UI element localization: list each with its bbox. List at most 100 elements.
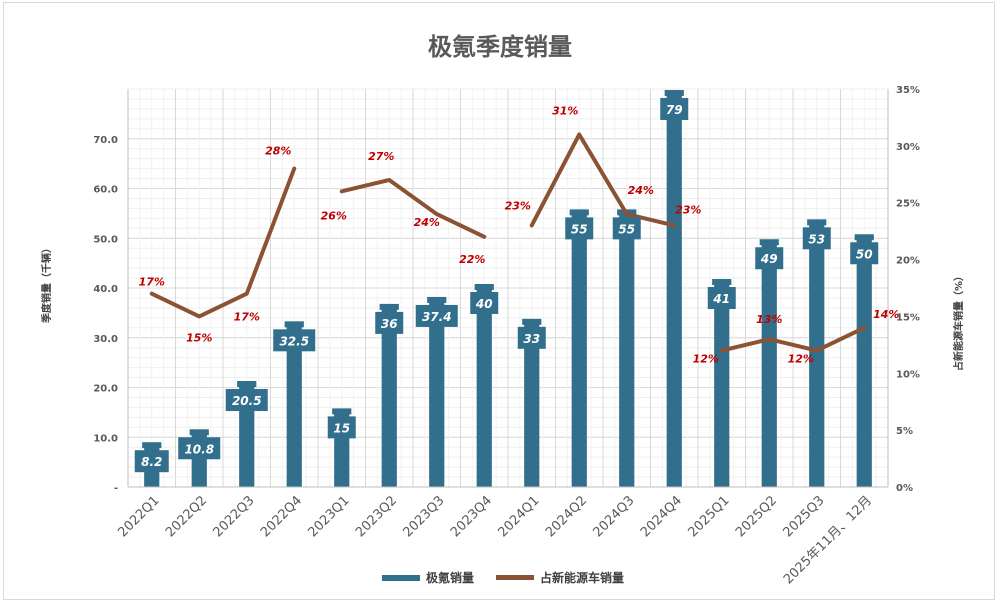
bar-label-box (415, 304, 458, 327)
x-tick-label: 2022Q1 (115, 493, 162, 540)
y-tick-label-right: 10% (896, 369, 920, 380)
x-tick-label: 2023Q4 (448, 493, 495, 540)
legend: 极氪销量 占新能源车销量 (382, 570, 624, 585)
bar (666, 93, 682, 487)
y-tick-label-left: 50.0 (93, 234, 118, 245)
bar (856, 238, 872, 487)
bar-value-label: 10.8 (184, 442, 214, 456)
x-tick-label: 2022Q3 (210, 493, 257, 540)
x-tick-label: 2023Q3 (400, 493, 447, 540)
x-tick-label: 2024Q4 (638, 493, 685, 540)
bar-value-label: 37.4 (422, 310, 452, 324)
x-tick-label: 2025年11月、12月 (781, 493, 875, 587)
y-tick-label-left: 40.0 (93, 284, 118, 295)
y-tick-label-right: 25% (896, 199, 920, 210)
y-tick-label-right: 0% (896, 483, 913, 494)
bar-label-box (178, 437, 221, 460)
line-segment (719, 325, 867, 353)
bar-cap (712, 279, 732, 286)
bar-cap (142, 442, 162, 449)
bar-label-box (225, 389, 268, 412)
x-tick-label: 2024Q3 (590, 493, 637, 540)
bar (429, 300, 445, 487)
x-tick-label: 2022Q2 (163, 493, 210, 540)
bar-cap (664, 89, 684, 96)
bar-cap (854, 234, 874, 241)
bar (476, 288, 492, 487)
legend-label-bar: 极氪销量 (426, 570, 474, 585)
y-tick-label-right: 30% (896, 142, 920, 153)
bar-cap (759, 239, 779, 246)
bar-value-label: 41 (712, 292, 730, 306)
line-value-label: 26% (321, 209, 347, 222)
bar-value-label: 55 (571, 222, 588, 236)
line-segment (339, 177, 487, 239)
bar-value-label: 40 (475, 297, 493, 311)
bar (619, 213, 635, 487)
bar-label-box (273, 329, 316, 352)
bar-cap (522, 318, 542, 325)
line-value-label: 23% (505, 199, 531, 212)
bar-cap (427, 296, 447, 303)
line-value-label: 12% (788, 353, 814, 366)
line-value-label: 15% (186, 331, 212, 344)
bar-cap (189, 429, 209, 436)
line-value-label: 24% (628, 184, 654, 197)
x-tick-label: 2025Q1 (685, 493, 732, 540)
bar (286, 325, 302, 487)
line-value-label: 14% (873, 308, 899, 321)
y-tick-label-left: 10.0 (93, 433, 118, 444)
bar-label-box (755, 247, 784, 270)
bar-label-box (802, 227, 831, 250)
line-value-label: 17% (139, 276, 165, 289)
bar-value-label: 53 (808, 232, 825, 246)
bar-value-label: 36 (381, 317, 398, 331)
bar-value-label: 20.5 (232, 394, 262, 408)
bar-value-label: 49 (760, 252, 778, 266)
line-value-label: 24% (414, 216, 440, 229)
bar-value-label: 79 (666, 103, 683, 117)
bar-cap (474, 284, 494, 290)
x-tick-label: 2025Q3 (780, 493, 827, 540)
bar-value-label: 8.2 (141, 455, 162, 469)
y-tick-label-left: 20.0 (93, 384, 118, 395)
chart-title: 极氪季度销量 (428, 33, 572, 61)
y-tick-label-left: - (114, 483, 118, 494)
chart-frame: 极氪季度销量 8.2 10.8 20.5 32.5 15 36 37.4 40 33 55 55 79… (3, 2, 995, 600)
y-tick-label-right: 20% (896, 256, 920, 267)
bar (809, 223, 825, 487)
line-value-label: 22% (459, 253, 485, 266)
bar-label-box (660, 97, 689, 120)
legend-swatch-bar (382, 575, 420, 581)
x-tick-label: 2025Q2 (733, 493, 780, 540)
bar-value-label: 15 (333, 421, 350, 435)
bar-label-box (517, 326, 546, 349)
axes: - 10.0 20.0 30.0 40.0 50.0 60.0 70.0 0% 5% 10% 15% 2… (93, 85, 920, 587)
line-series (149, 132, 867, 353)
bar (524, 322, 540, 487)
legend-label-line: 占新能源车销量 (540, 570, 624, 585)
bar-value-label: 32.5 (279, 334, 309, 348)
chart-svg: 极氪季度销量 8.2 10.8 20.5 32.5 15 36 37.4 40 33 55 55 79… (40, 33, 965, 587)
bar-label-box (707, 287, 736, 310)
bar-label-box (850, 242, 879, 265)
line-value-label: 17% (234, 311, 260, 324)
x-tick-label: 2024Q1 (495, 493, 542, 540)
bar-cap (332, 408, 352, 415)
x-tick-label: 2023Q1 (305, 493, 352, 540)
bar-series (142, 89, 874, 487)
y-tick-label-right: 5% (896, 426, 913, 437)
bar (571, 213, 587, 487)
line-value-label: 28% (265, 145, 291, 158)
x-tick-label: 2024Q2 (543, 493, 590, 540)
y-tick-label-left: 70.0 (93, 135, 118, 146)
line-value-label: 12% (693, 353, 719, 366)
bar-cap (379, 303, 399, 310)
data-labels: 8.2 10.8 20.5 32.5 15 36 37.4 40 33 55 55 79 41 49 53 5… (134, 97, 899, 473)
line-value-label: 23% (675, 203, 701, 216)
bar-label-box (134, 450, 169, 473)
legend-swatch-line (496, 575, 534, 580)
bar-label-box (375, 311, 404, 334)
line-segment (529, 132, 677, 228)
bar-cap (569, 209, 589, 216)
